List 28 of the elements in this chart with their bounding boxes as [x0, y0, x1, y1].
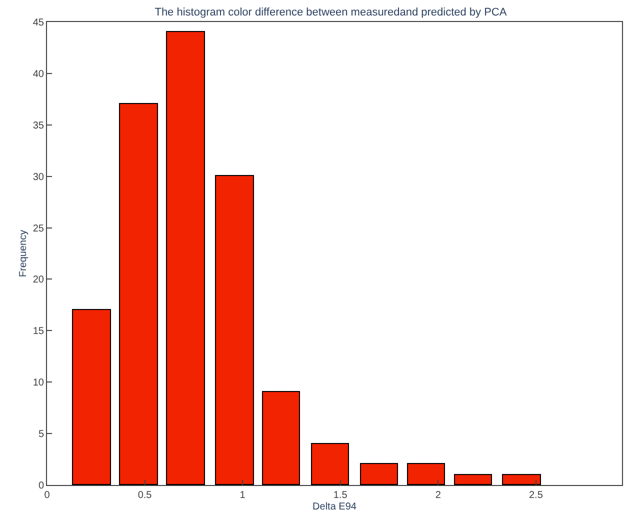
bar: [215, 175, 254, 485]
chart-title: The histogram color difference between measuredand predicted by PCA: [154, 6, 508, 19]
bar: [72, 309, 111, 485]
y-tick-label: 30: [32, 172, 44, 183]
x-tick-label: 1.5: [333, 490, 348, 501]
x-tick-label: 0.5: [138, 490, 152, 501]
bar: [454, 474, 492, 485]
y-tick-label: 10: [32, 378, 44, 389]
bar: [360, 463, 398, 485]
x-tick-label: 2: [435, 490, 442, 501]
y-tick-label: 0: [38, 480, 44, 492]
bar: [502, 474, 541, 485]
x-tick-label: 1: [240, 490, 246, 501]
y-axis-title: Frequency: [18, 230, 29, 278]
x-axis-title: Delta E94: [312, 502, 357, 512]
bar: [407, 463, 445, 485]
y-tick-label: 5: [38, 429, 44, 440]
x-tick-label: 2.5: [528, 490, 544, 501]
y-tick-label: 40: [32, 68, 44, 80]
y-tick-label: 35: [32, 120, 44, 132]
bar: [119, 103, 158, 485]
bar: [311, 443, 349, 485]
y-tick-label: 20: [32, 274, 44, 286]
y-tick-label: 25: [32, 223, 44, 234]
bar: [262, 391, 300, 485]
bar: [166, 31, 205, 485]
y-tick-label: 45: [32, 18, 44, 28]
y-tick-label: 15: [32, 326, 44, 338]
